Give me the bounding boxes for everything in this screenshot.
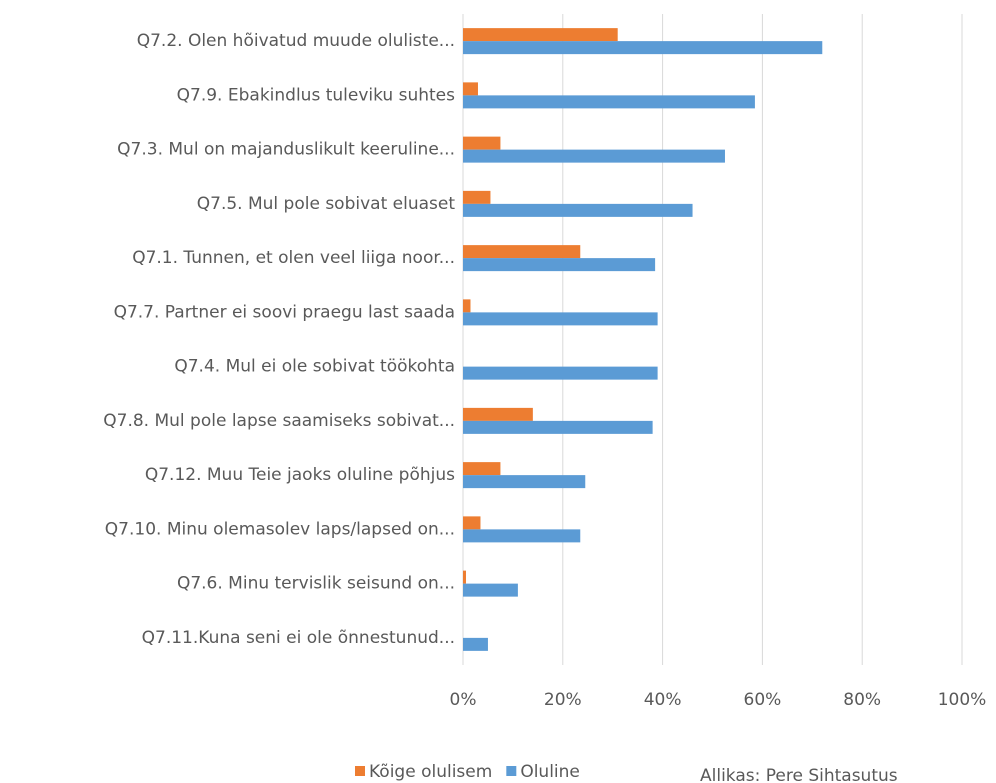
bar	[463, 41, 823, 55]
y-tick-label: Q7.8. Mul pole lapse saamiseks sobivat..…	[103, 411, 455, 431]
y-tick-label: Q7.6. Minu tervislik seisund on...	[177, 574, 455, 594]
bar	[463, 149, 725, 163]
x-tick-label: 80%	[843, 690, 881, 710]
bar	[463, 312, 658, 326]
y-tick-label: Q7.7. Partner ei soovi praegu last saada	[114, 302, 455, 322]
bar	[463, 420, 653, 434]
y-tick-label: Q7.11.Kuna seni ei ole õnnestunud...	[142, 628, 455, 648]
x-tick-label: 0%	[450, 690, 477, 710]
bar	[463, 475, 586, 489]
source-note: Allikas: Pere Sihtasutus	[700, 766, 898, 783]
y-tick-label: Q7.9. Ebakindlus tuleviku suhtes	[177, 85, 456, 105]
y-tick-label: Q7.3. Mul on majanduslikult keeruline...	[117, 140, 455, 160]
bar	[463, 28, 618, 42]
y-tick-label: Q7.1. Tunnen, et olen veel liiga noor...	[132, 248, 455, 268]
legend-swatch	[355, 766, 365, 776]
bar	[463, 203, 693, 217]
bar	[463, 82, 478, 96]
bar	[463, 95, 755, 109]
bar	[463, 462, 501, 476]
bar	[463, 407, 533, 421]
bar	[463, 258, 656, 272]
bar	[463, 299, 471, 313]
bar	[463, 529, 581, 543]
legend-label: Kõige olulisem	[369, 762, 492, 782]
x-tick-label: 60%	[744, 690, 782, 710]
x-tick-label: 20%	[544, 690, 582, 710]
y-tick-label: Q7.2. Olen hõivatud muude oluliste...	[137, 31, 455, 51]
legend-swatch	[506, 766, 517, 776]
y-tick-label: Q7.5. Mul pole sobivat eluaset	[197, 194, 456, 214]
y-tick-label: Q7.4. Mul ei ole sobivat töökohta	[174, 357, 455, 377]
bar	[463, 366, 658, 380]
y-tick-label: Q7.12. Muu Teie jaoks oluline põhjus	[145, 465, 455, 485]
bar	[463, 516, 481, 530]
bar	[463, 136, 501, 150]
bar	[463, 570, 466, 584]
bar	[463, 190, 491, 204]
bar	[463, 637, 488, 651]
bar	[463, 245, 581, 259]
x-tick-label: 40%	[644, 690, 682, 710]
x-tick-label: 100%	[938, 690, 987, 710]
y-tick-label: Q7.10. Minu olemasolev laps/lapsed on...	[105, 519, 455, 539]
bar	[463, 583, 518, 597]
legend-label: Oluline	[520, 762, 580, 782]
